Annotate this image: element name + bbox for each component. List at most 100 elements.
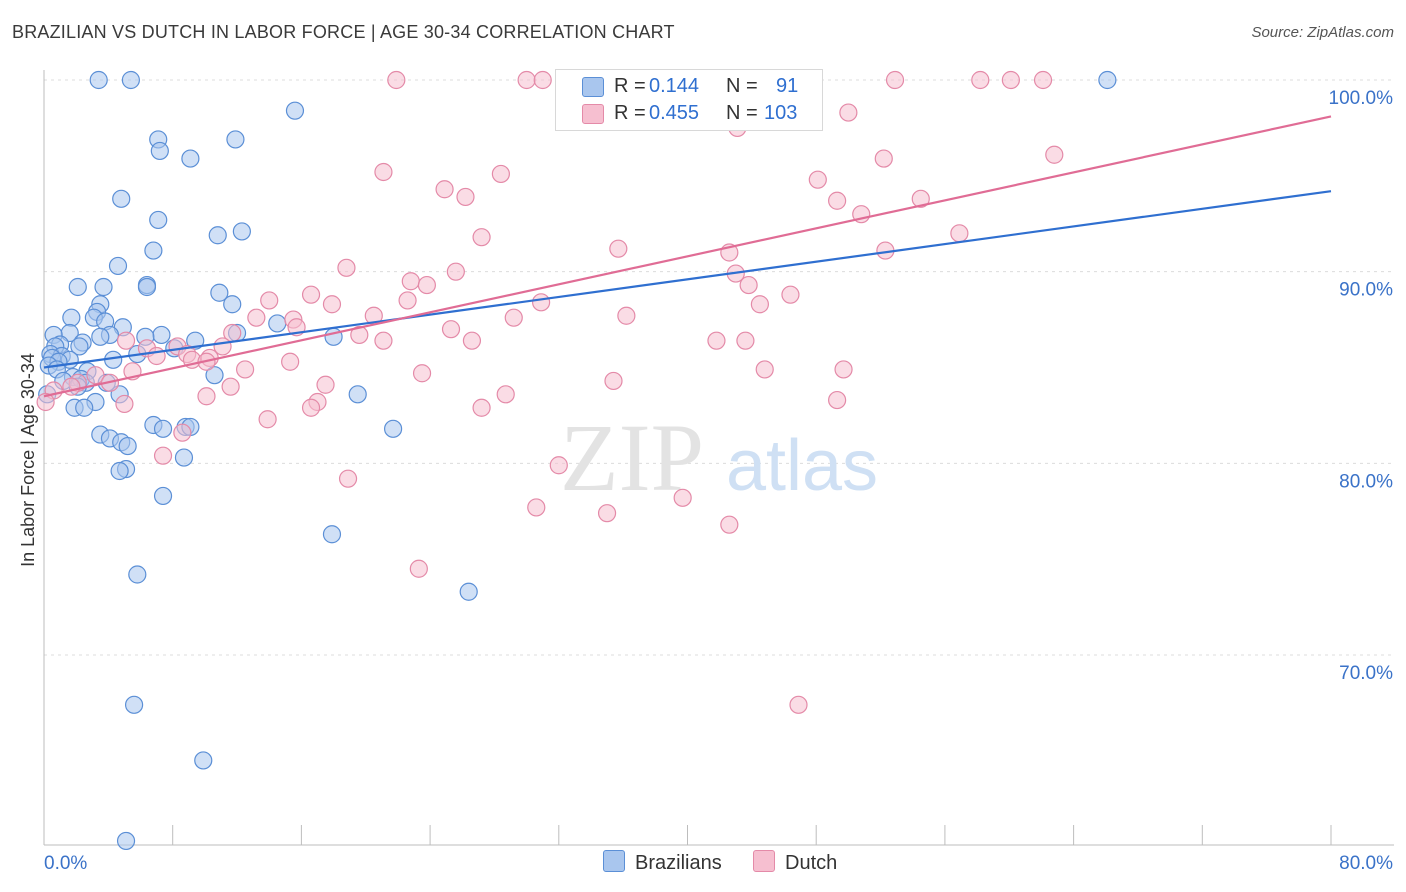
data-point (532, 293, 551, 312)
y-tick-label: 100.0% (1329, 88, 1394, 109)
legend-n-label: N = (726, 102, 758, 124)
data-point (609, 239, 628, 258)
data-point (89, 70, 108, 90)
watermark: ZIP atlas (560, 404, 878, 511)
data-point (128, 565, 147, 584)
data-point (112, 189, 131, 208)
data-point (504, 308, 523, 327)
bottom-legend-brazilians: Brazilians (603, 850, 722, 875)
data-point (834, 360, 853, 379)
data-point (247, 308, 266, 327)
data-point (456, 187, 475, 207)
data-point (1033, 70, 1053, 90)
bottom-legend-dutch: Dutch (753, 850, 837, 875)
data-point (110, 461, 129, 481)
data-point (144, 241, 163, 260)
data-point (115, 394, 134, 414)
trend-lines (43, 115, 1332, 398)
x-tick-label: 80.0% (1339, 853, 1393, 874)
data-point (150, 141, 169, 161)
data-point (121, 70, 140, 90)
data-point (205, 366, 224, 385)
data-point (839, 103, 858, 122)
y-tick-label: 90.0% (1339, 280, 1393, 301)
data-point (337, 258, 356, 277)
data-point (116, 331, 136, 350)
data-point (186, 331, 205, 350)
data-point (226, 130, 245, 149)
data-point (472, 398, 491, 417)
data-point (210, 283, 229, 302)
data-point (911, 189, 930, 208)
data-point (153, 446, 173, 465)
trend-line-brazilians (43, 190, 1332, 369)
data-point (1045, 145, 1064, 164)
data-point (971, 70, 990, 90)
data-point (221, 377, 240, 396)
data-point (374, 331, 393, 350)
data-point (70, 337, 89, 356)
chart-title: BRAZILIAN VS DUTCH IN LABOR FORCE | AGE … (12, 22, 675, 42)
legend-r-label: R = (614, 102, 646, 124)
data-point (459, 582, 478, 601)
legend-swatch-dutch (582, 104, 604, 124)
data-point (316, 375, 335, 394)
data-point (496, 385, 515, 404)
bottom-legend-swatch-dutch (753, 850, 775, 872)
data-point (1098, 70, 1117, 90)
bottom-legend-swatch-brazilians (603, 850, 625, 872)
x-tick-label: 0.0% (44, 853, 87, 874)
data-point (260, 291, 279, 310)
data-point (409, 559, 428, 578)
data-point (755, 360, 774, 379)
data-point (268, 314, 287, 333)
data-point (36, 392, 55, 412)
data-point (153, 419, 173, 438)
data-point (533, 70, 552, 90)
data-point (707, 331, 726, 350)
y-axis-label: In Labor Force | Age 30-34 (18, 353, 38, 567)
data-point (435, 180, 454, 199)
series-dutch (36, 70, 1064, 714)
data-point (116, 831, 136, 851)
data-point (374, 162, 393, 182)
y-tick-label: 80.0% (1339, 471, 1393, 492)
data-point (173, 423, 192, 442)
data-point (517, 70, 536, 90)
data-point (322, 525, 342, 544)
data-point (235, 360, 255, 379)
data-point (174, 448, 194, 467)
data-point (781, 285, 800, 304)
data-point (108, 256, 128, 276)
data-point (153, 486, 173, 506)
data-point (673, 488, 692, 507)
data-point (441, 320, 461, 339)
trend-line-dutch (43, 115, 1332, 398)
data-point (462, 331, 482, 350)
data-point (91, 327, 110, 346)
data-point (181, 149, 200, 168)
legend-row-dutch: R = 0.455 N = 103 (556, 101, 822, 127)
data-point (223, 295, 242, 314)
axes (43, 70, 1394, 846)
data-point (750, 295, 769, 314)
source-label: Source: ZipAtlas.com (1251, 24, 1394, 41)
data-point (446, 262, 465, 281)
data-point (808, 170, 827, 189)
legend-n-label: N = (726, 75, 758, 97)
data-point (86, 366, 105, 385)
data-point (124, 695, 144, 714)
data-point (348, 385, 367, 404)
legend-r-value: 0.455 (649, 102, 700, 124)
data-point (828, 191, 847, 210)
data-point (597, 504, 617, 523)
data-point (338, 469, 358, 488)
legend-r-value: 0.144 (649, 75, 700, 97)
data-point (736, 331, 755, 350)
data-point (604, 371, 623, 391)
data-point (281, 352, 300, 371)
data-point (950, 224, 969, 243)
data-point (549, 456, 568, 475)
data-point (94, 277, 113, 297)
